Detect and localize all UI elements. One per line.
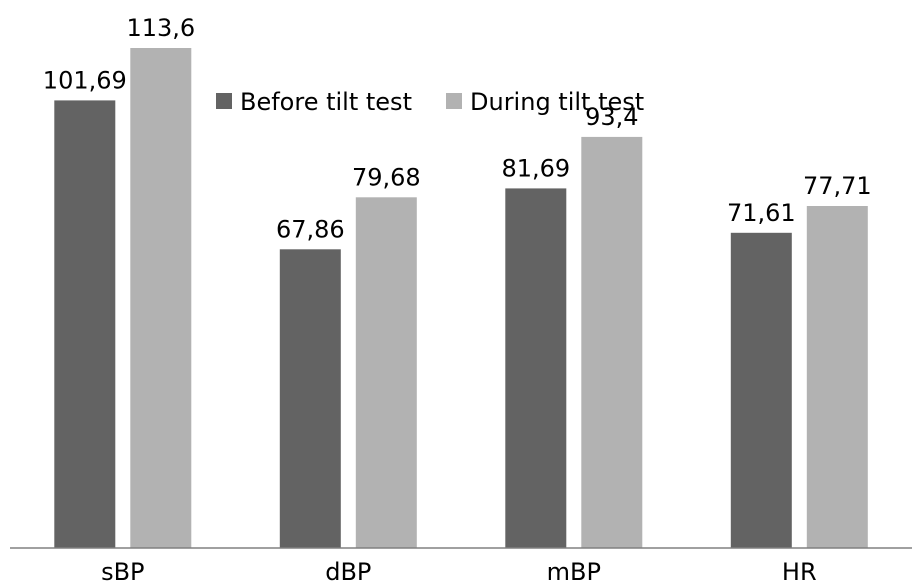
legend-label-before: Before tilt test	[240, 88, 412, 116]
bar-mbp-during	[581, 136, 643, 548]
bar-sbp-before	[54, 100, 116, 549]
data-label-dbp-during: 79,68	[352, 163, 421, 191]
data-label-mbp-before: 81,69	[501, 154, 570, 182]
bar-dbp-during	[355, 197, 417, 549]
category-label-dbp: dBP	[325, 558, 371, 583]
data-label-sbp-during: 113,6	[126, 14, 195, 42]
data-label-hr-during: 77,71	[803, 172, 872, 200]
data-label-hr-before: 71,61	[727, 199, 796, 227]
bar-hr-before	[730, 232, 792, 549]
bar-dbp-before	[279, 249, 341, 549]
bars-layer	[54, 48, 868, 549]
bar-hr-during	[806, 206, 868, 548]
legend: Before tilt test During tilt test	[216, 88, 644, 116]
legend-swatch-before	[216, 93, 232, 109]
category-labels-layer: sBP dBP mBP HR	[101, 558, 817, 583]
data-label-mbp-during: 93,4	[585, 103, 638, 131]
category-label-hr: HR	[782, 558, 817, 583]
bar-mbp-before	[505, 188, 567, 548]
category-label-mbp: mBP	[547, 558, 601, 583]
bar-sbp-during	[130, 48, 192, 548]
data-label-dbp-before: 67,86	[276, 215, 345, 243]
data-label-sbp-before: 101,69	[43, 66, 127, 94]
legend-swatch-during	[446, 93, 462, 109]
legend-label-during: During tilt test	[470, 88, 644, 116]
category-label-sbp: sBP	[101, 558, 144, 583]
